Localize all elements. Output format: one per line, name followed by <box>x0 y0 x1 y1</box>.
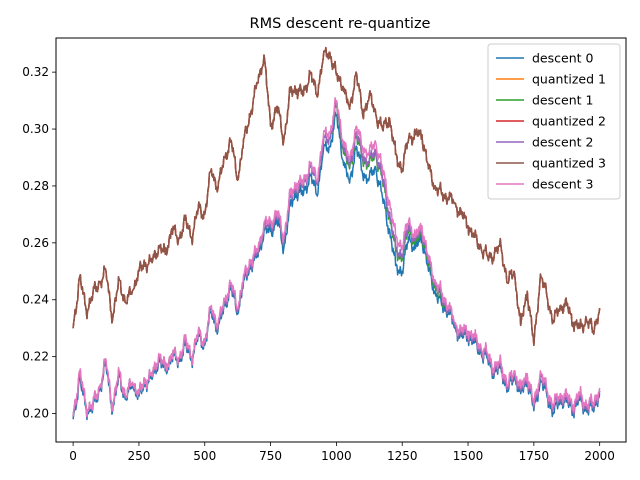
legend-label: quantized 2 <box>532 114 606 129</box>
x-tick-label: 1500 <box>453 449 484 463</box>
y-tick-label: 0.28 <box>22 179 49 193</box>
series-line-quantized-3 <box>72 46 601 347</box>
y-tick-label: 0.24 <box>22 293 49 307</box>
x-tick-label: 500 <box>193 449 216 463</box>
legend-label: quantized 1 <box>532 72 606 87</box>
legend-label: descent 0 <box>532 51 593 66</box>
legend-label: descent 1 <box>532 93 593 108</box>
legend-label: descent 3 <box>532 177 593 192</box>
x-tick-label: 0 <box>69 449 77 463</box>
x-tick-label: 250 <box>127 449 150 463</box>
legend: descent 0 quantized 1 descent 1 quantized 2… <box>487 43 621 200</box>
y-tick-label: 0.22 <box>22 350 49 364</box>
y-tick-label: 0.30 <box>22 122 49 136</box>
x-tick-label: 1250 <box>387 449 418 463</box>
y-tick-label: 0.26 <box>22 236 49 250</box>
series-layer <box>72 46 601 421</box>
y-axis: 0.20 0.22 0.24 0.26 0.28 0.30 0.32 <box>22 65 56 421</box>
x-tick-label: 1750 <box>519 449 550 463</box>
series-line-descent-3 <box>72 97 601 418</box>
plot-frame <box>55 37 627 443</box>
x-axis: 0 250 500 750 1000 1250 1500 1750 2000 <box>69 442 615 463</box>
legend-box <box>487 43 621 200</box>
legend-label: descent 2 <box>532 135 593 150</box>
y-tick-label: 0.20 <box>22 407 49 421</box>
x-tick-label: 2000 <box>584 449 615 463</box>
x-tick-label: 750 <box>259 449 282 463</box>
x-tick-label: 1000 <box>321 449 352 463</box>
legend-label: quantized 3 <box>532 156 606 171</box>
y-tick-label: 0.32 <box>22 65 49 79</box>
chart-title: RMS descent re-quantize <box>250 16 431 32</box>
